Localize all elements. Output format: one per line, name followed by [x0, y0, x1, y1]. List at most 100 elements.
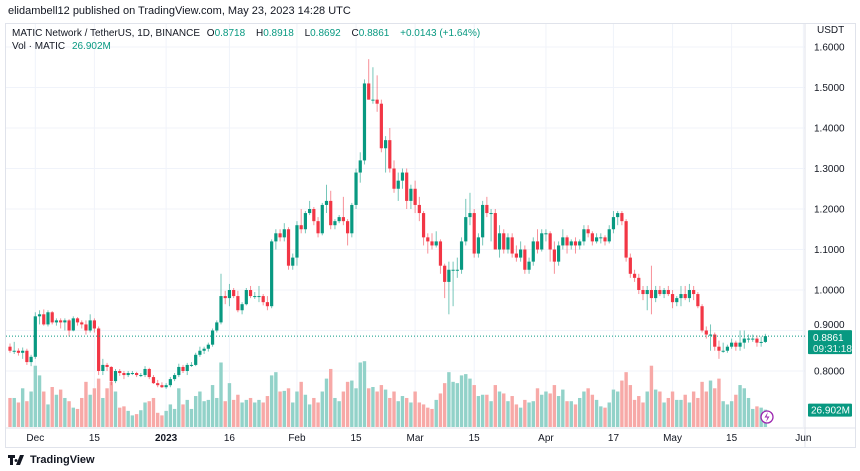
candle-body [455, 269, 459, 271]
lightning-icon[interactable] [760, 410, 774, 424]
candle [151, 375, 156, 384]
volume-bar [409, 402, 413, 427]
candle-body [291, 257, 295, 266]
volume-bar [400, 396, 405, 427]
published-info: elidambell12 published on TradingView.co… [8, 5, 351, 17]
candle-body [734, 342, 738, 347]
candle [135, 371, 139, 378]
candle-body [50, 312, 54, 323]
candle [400, 168, 405, 189]
candle-body [88, 320, 92, 331]
candle [350, 202, 354, 238]
volume-bar [578, 397, 582, 427]
candle-body [751, 338, 755, 340]
volume-bar [42, 391, 46, 427]
candle [481, 200, 485, 246]
volume-bar [71, 407, 75, 427]
volume-bar [206, 399, 211, 427]
candle [316, 217, 320, 238]
volume-bar [177, 388, 181, 427]
candle [189, 362, 194, 367]
candle-body [210, 330, 215, 345]
volume-bar [156, 412, 160, 427]
candle-body [379, 103, 383, 149]
candle [126, 371, 130, 378]
candle [156, 379, 160, 388]
volume-bar [219, 362, 223, 427]
candle-body [139, 375, 143, 377]
candle [113, 368, 118, 384]
candle-body [189, 364, 194, 366]
candle [645, 285, 649, 311]
volume-label[interactable]: Vol · MATIC [12, 41, 66, 52]
candle-body [527, 261, 531, 270]
candle-body [717, 346, 721, 351]
candle-body [569, 241, 573, 246]
candle-body [497, 233, 502, 250]
candle [227, 283, 232, 307]
candle-body [400, 172, 405, 181]
candle [181, 364, 185, 374]
candle-body [346, 221, 350, 234]
price-tick-label: 0.9000 [814, 320, 845, 331]
candle-body [670, 294, 675, 303]
volume-bar [404, 397, 409, 427]
volume-bar [396, 401, 400, 427]
candle-body [451, 269, 455, 271]
candle-body [405, 172, 409, 201]
candle-body [383, 140, 388, 149]
volume-bar [548, 393, 552, 427]
candle [143, 366, 147, 378]
candle-body [519, 249, 523, 258]
candle-body [151, 377, 156, 384]
candle-body [172, 375, 177, 380]
candle [421, 211, 426, 246]
candle [168, 377, 172, 388]
candle-body [506, 237, 510, 250]
candle [80, 320, 84, 329]
candle-body [692, 290, 696, 295]
volume-bar [63, 397, 67, 427]
volume-series [8, 361, 768, 427]
candle-body [696, 294, 700, 307]
candle-body [616, 213, 620, 218]
volume-bar [295, 391, 299, 427]
volume-bar [502, 393, 506, 427]
time-tick-label: Jun [795, 433, 811, 444]
candle [219, 273, 223, 325]
candle [194, 352, 198, 367]
candle [447, 261, 451, 315]
candle [763, 333, 767, 343]
candle-body [578, 241, 582, 246]
volume-bar [691, 391, 696, 427]
volume-bar [210, 385, 215, 427]
candle [476, 233, 481, 258]
candle-body [523, 249, 527, 270]
countdown-text: 09:31:18 [813, 344, 852, 355]
candle [662, 287, 666, 299]
candle-body [594, 237, 599, 242]
symbol-title[interactable]: MATIC Network / TetherUS, 1D, BINANCE [12, 28, 201, 39]
high-label: H [255, 28, 264, 39]
candle-body [624, 221, 628, 258]
candle [506, 233, 510, 254]
candle-body [540, 233, 544, 250]
volume-bar [185, 399, 189, 427]
candle-body [223, 296, 227, 299]
candle [109, 366, 113, 386]
candle [725, 344, 729, 353]
candle-body [21, 350, 25, 353]
volume-bar [20, 388, 25, 427]
volume-bar [603, 407, 607, 427]
candle [286, 227, 291, 270]
volume-bar [704, 391, 708, 427]
volume-bar [586, 388, 590, 427]
candle-body [599, 237, 603, 239]
candle [346, 219, 350, 246]
volume-bar [164, 410, 168, 427]
candle [426, 233, 430, 254]
candle [341, 196, 345, 226]
candle-body [362, 83, 367, 161]
volume-bar [126, 410, 130, 427]
